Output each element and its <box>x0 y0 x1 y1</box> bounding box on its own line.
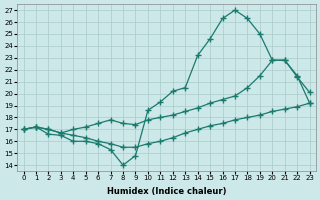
X-axis label: Humidex (Indice chaleur): Humidex (Indice chaleur) <box>107 187 226 196</box>
